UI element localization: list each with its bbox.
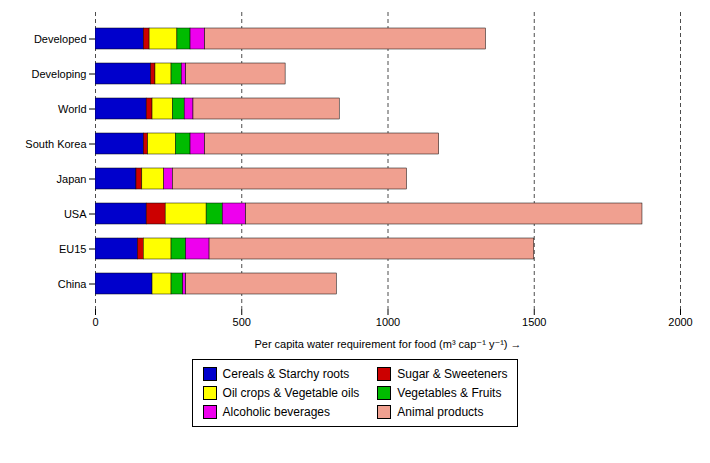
html-text:Animal products: Animal products [397, 405, 484, 419]
svg-text:1500: 1500 [522, 316, 546, 328]
svg-text:Developed: Developed [34, 33, 87, 45]
svg-text:China: China [58, 278, 88, 290]
svg-text:2000: 2000 [668, 316, 692, 328]
svg-text:1000: 1000 [376, 316, 400, 328]
html-text:Oil crops & Vegetable oils: Oil crops & Vegetable oils [222, 386, 360, 400]
html-text:Vegetables & Fruits: Vegetables & Fruits [397, 386, 502, 400]
svg-text:500: 500 [233, 316, 251, 328]
svg-text:Per capita water requirement f: Per capita water requirement for food (m… [254, 338, 521, 350]
svg-text:Developing: Developing [31, 68, 86, 80]
html-text:Alcoholic beverages: Alcoholic beverages [222, 405, 330, 419]
svg-text:EU15: EU15 [59, 243, 87, 255]
svg-text:World: World [58, 103, 87, 115]
svg-text:Japan: Japan [57, 173, 87, 185]
html-text:Cereals & Starchy roots: Cereals & Starchy roots [222, 367, 350, 381]
html-text:Sugar & Sweeteners: Sugar & Sweeteners [397, 367, 508, 381]
svg-text:0: 0 [92, 316, 98, 328]
svg-text:South Korea: South Korea [25, 138, 87, 150]
svg-text:USA: USA [64, 208, 87, 220]
